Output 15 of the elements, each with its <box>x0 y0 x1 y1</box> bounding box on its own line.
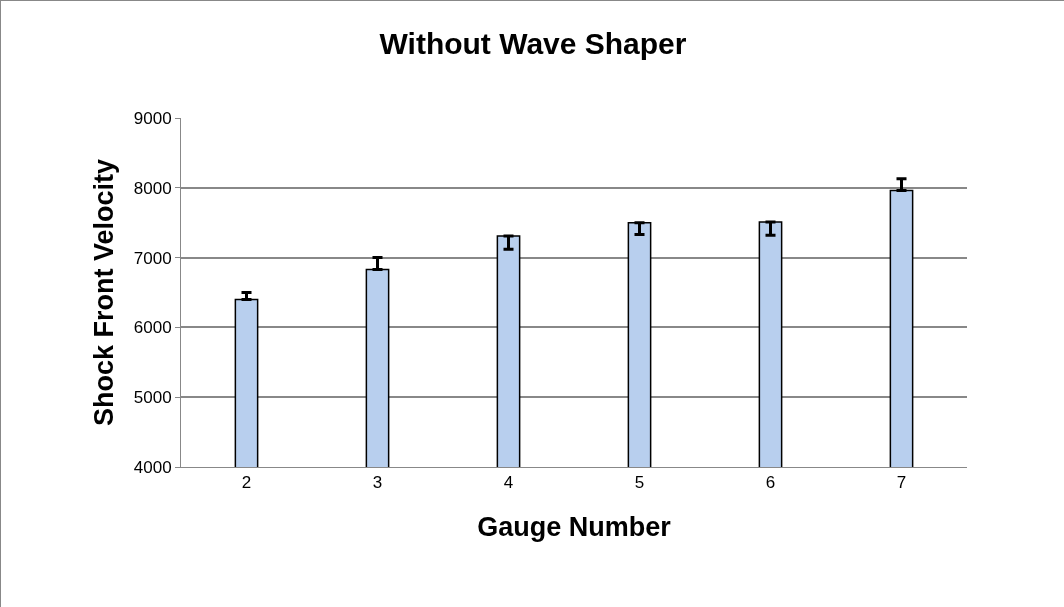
x-tick-label: 4 <box>503 473 514 493</box>
x-tick-label: 7 <box>896 473 907 493</box>
y-tick-label: 7000 <box>133 248 172 268</box>
y-axis-title: Shock Front Velocity <box>88 158 119 427</box>
x-tick-label: 5 <box>634 473 645 493</box>
y-tick-label: 5000 <box>133 388 172 408</box>
x-tick-label: 6 <box>765 473 776 493</box>
x-axis-title: Gauge Number <box>477 511 672 542</box>
x-tick-label: 3 <box>372 473 383 493</box>
chart-title: Without Wave Shaper <box>379 26 687 60</box>
y-tick-label: 6000 <box>133 318 172 338</box>
y-tick-label: 9000 <box>133 108 172 128</box>
x-tick-label: 2 <box>241 473 252 493</box>
y-tick-label: 8000 <box>133 178 172 198</box>
y-tick-label: 4000 <box>133 457 172 477</box>
